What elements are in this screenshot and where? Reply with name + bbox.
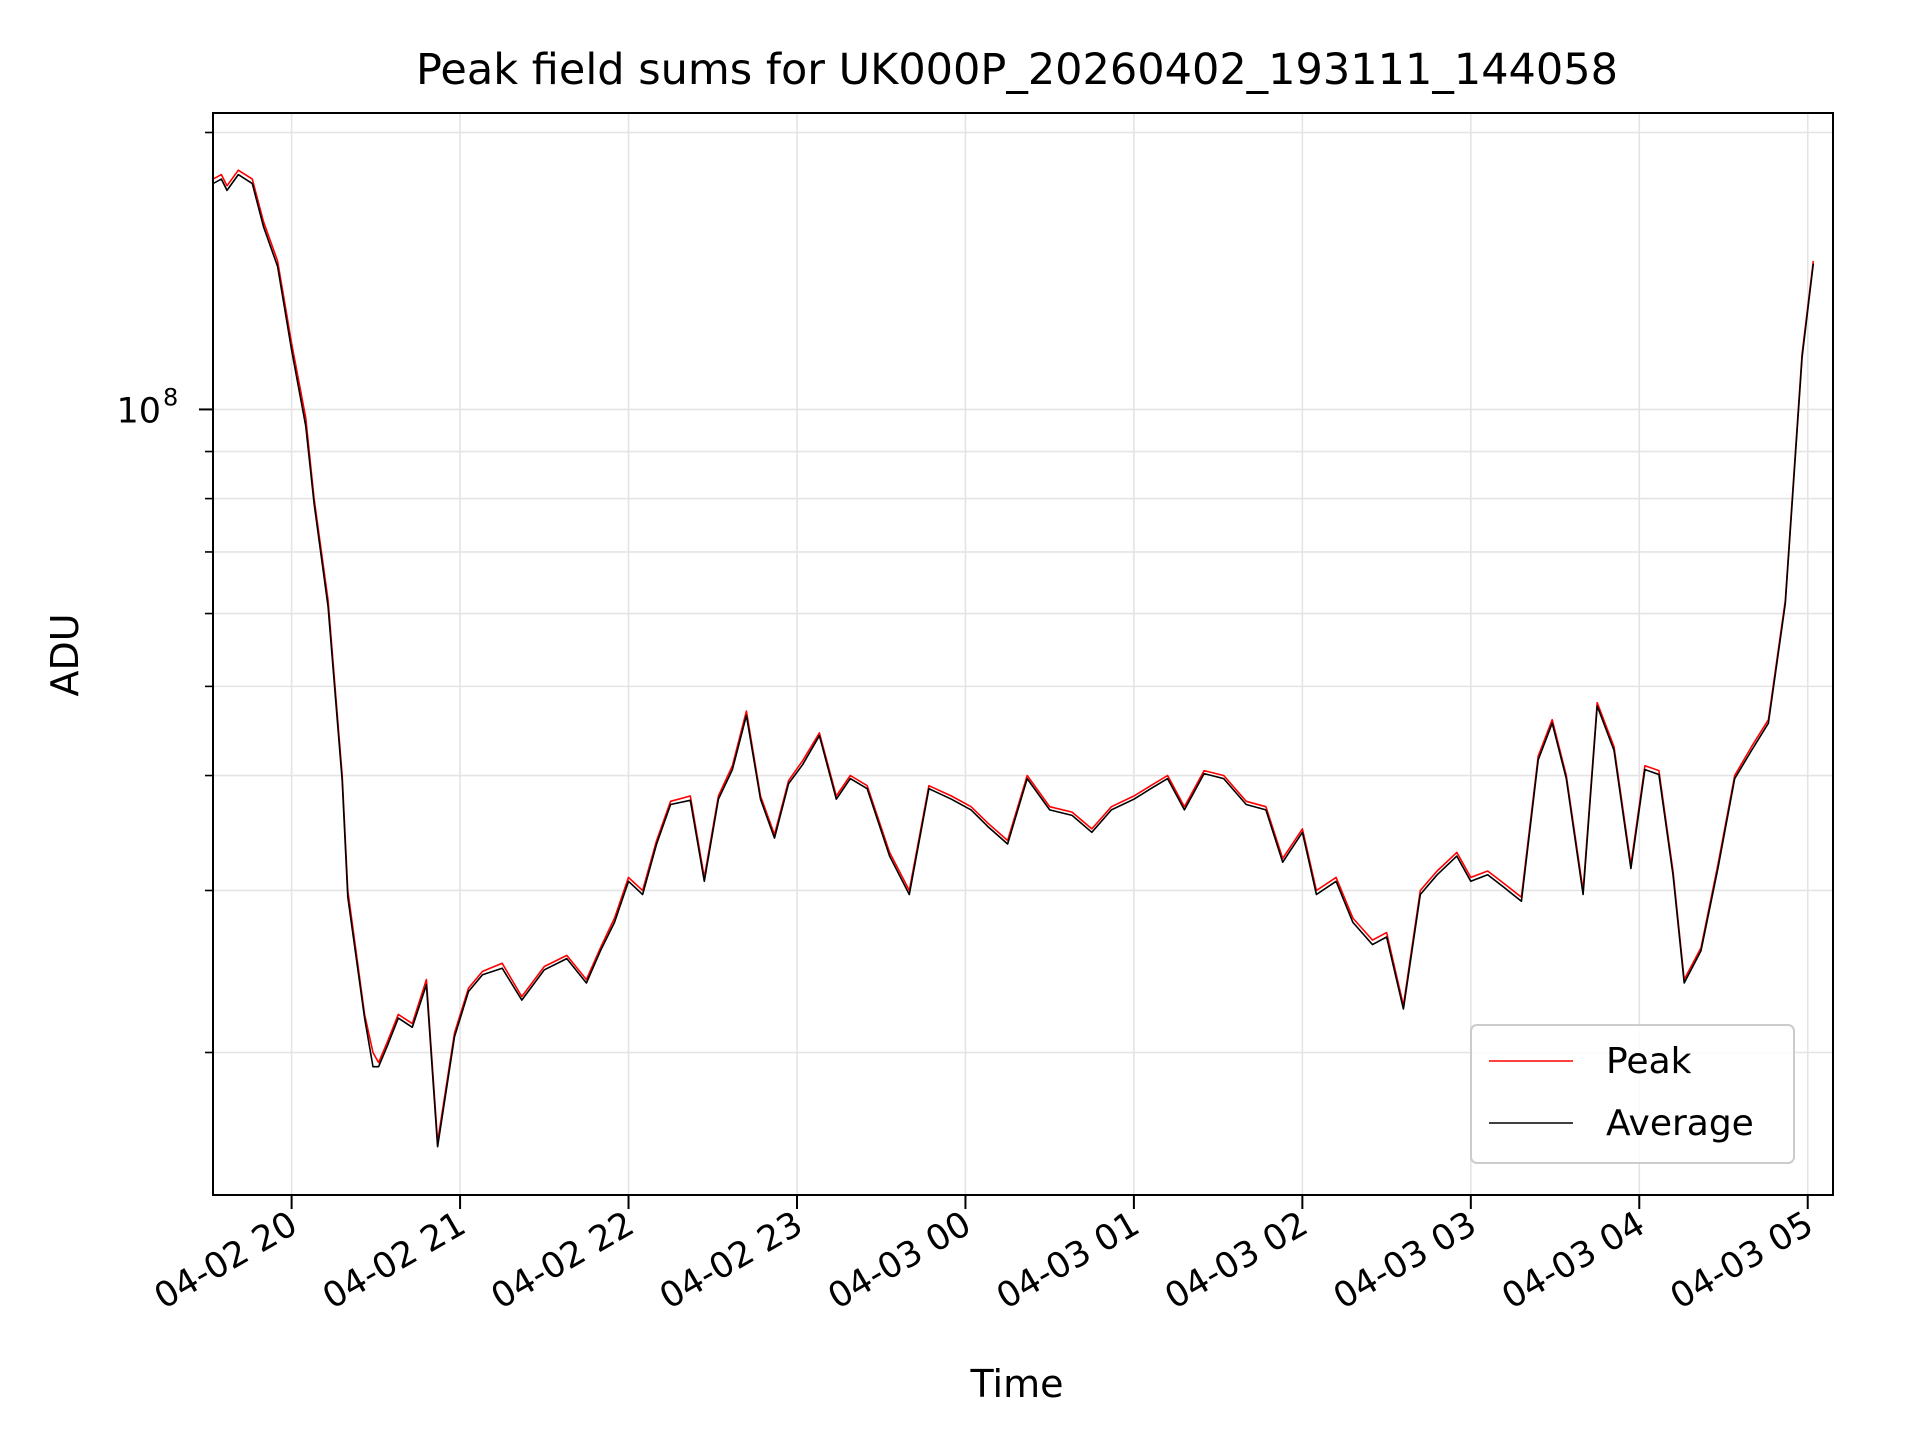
legend-box	[1470, 1024, 1795, 1164]
y-tick-label: 10 8	[116, 383, 178, 431]
legend: Peak Average	[1470, 1024, 1795, 1164]
y-tick-label-base: 10	[116, 391, 161, 431]
y-tick-label-exponent: 8	[163, 383, 178, 411]
y-axis-label: ADU	[43, 613, 87, 696]
legend-label-peak: Peak	[1606, 1041, 1692, 1082]
chart-title: Peak field sums for UK000P_20260402_1931…	[416, 45, 1618, 95]
peak-series-line	[213, 169, 1815, 1143]
series-lines	[213, 169, 1815, 1148]
axes-frame	[212, 112, 1834, 1196]
legend-label-average: Average	[1606, 1103, 1754, 1144]
average-series-line	[213, 173, 1815, 1148]
x-axis-label: Time	[970, 1362, 1064, 1406]
